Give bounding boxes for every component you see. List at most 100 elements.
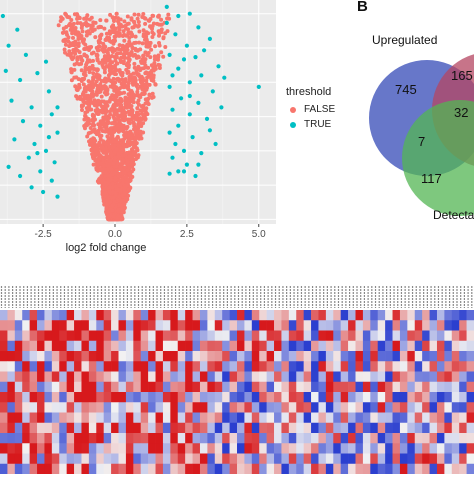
heatmap-cell — [362, 402, 371, 413]
heatmap-cell — [29, 392, 38, 403]
heatmap-cell — [51, 361, 60, 372]
heatmap-cell — [444, 340, 453, 352]
heatmap-cell — [340, 320, 349, 331]
heatmap-cell — [74, 443, 82, 454]
point-false — [144, 106, 149, 111]
point-false — [130, 34, 135, 39]
heatmap-cell — [185, 320, 193, 331]
heatmap-cell — [140, 453, 149, 465]
heatmap-cell — [466, 453, 474, 465]
heatmap-cell — [88, 381, 97, 393]
heatmap-cell — [185, 402, 193, 413]
point-false — [138, 68, 143, 73]
x-tick-label: 2.5 — [180, 229, 194, 240]
heatmap-cell — [96, 402, 104, 413]
heatmap-cell — [451, 453, 460, 465]
heatmap-cell — [340, 453, 349, 465]
point-false — [79, 68, 84, 73]
point-false — [68, 41, 73, 46]
point-true — [199, 73, 204, 78]
point-false — [126, 154, 131, 159]
point-false — [91, 50, 96, 55]
point-false — [94, 53, 99, 58]
point-false — [67, 15, 72, 20]
heatmap-cell — [399, 371, 408, 383]
point-false — [71, 21, 76, 26]
point-false — [113, 27, 117, 31]
heatmap-cell — [303, 463, 312, 475]
heatmap-cell — [22, 381, 30, 393]
heatmap-cell — [74, 381, 82, 393]
heatmap-cell — [362, 433, 371, 444]
heatmap-cell — [429, 433, 438, 444]
heatmap-cell — [133, 371, 142, 383]
heatmap-cell — [229, 433, 238, 444]
heatmap-cell — [185, 422, 193, 434]
heatmap-cells — [0, 310, 474, 475]
point-false — [117, 33, 122, 38]
point-false — [101, 99, 106, 104]
heatmap-cell — [7, 422, 16, 434]
heatmap-cell — [177, 412, 186, 424]
heatmap-cell — [29, 412, 38, 424]
heatmap-cell — [155, 320, 164, 331]
heatmap-cell — [118, 310, 127, 321]
heatmap-cell — [348, 392, 356, 403]
point-true — [6, 164, 11, 169]
heatmap-cell — [325, 463, 334, 475]
heatmap-cell — [207, 443, 216, 454]
point-false — [91, 20, 96, 25]
heatmap-cell — [296, 412, 304, 424]
heatmap-cell — [436, 392, 445, 403]
heatmap-cell — [399, 320, 408, 331]
heatmap-cell — [414, 330, 423, 342]
heatmap-cell — [429, 330, 438, 342]
heatmap-cell — [177, 320, 186, 331]
legend-label-true: TRUE — [304, 119, 332, 130]
heatmap-cell — [96, 361, 104, 372]
heatmap-cell — [111, 361, 119, 372]
heatmap-cell — [111, 443, 119, 454]
point-true — [181, 148, 187, 153]
point-false — [77, 35, 82, 40]
point-false — [110, 54, 114, 58]
point-false — [103, 85, 108, 90]
heatmap-cell — [340, 443, 349, 454]
heatmap-cell — [318, 453, 327, 465]
point-false — [103, 141, 107, 146]
point-false — [112, 19, 116, 23]
heatmap-cell — [414, 310, 423, 321]
heatmap-cell — [229, 330, 238, 342]
heatmap-cell — [96, 453, 104, 465]
heatmap-cell — [177, 402, 186, 413]
heatmap-cell — [259, 330, 267, 342]
point-false — [150, 35, 155, 39]
point-false — [116, 143, 120, 148]
heatmap-cell — [288, 310, 297, 321]
heatmap-cell — [125, 330, 134, 342]
point-false — [105, 51, 110, 55]
heatmap-cell — [274, 361, 282, 372]
heatmap-cell — [222, 412, 230, 424]
point-false — [125, 22, 130, 26]
heatmap-cell — [436, 422, 445, 434]
point-false — [143, 71, 148, 76]
heatmap-cell — [51, 351, 60, 362]
heatmap-cell — [459, 402, 467, 413]
heatmap-cell — [377, 351, 386, 362]
heatmap-cell — [66, 402, 75, 413]
point-false — [119, 198, 124, 203]
heatmap-cell — [325, 330, 334, 342]
heatmap-cell — [199, 412, 208, 424]
heatmap-cell — [422, 463, 430, 475]
heatmap-cell — [192, 453, 201, 465]
heatmap-cell — [348, 422, 356, 434]
heatmap-cell — [0, 320, 8, 331]
heatmap-cell — [29, 463, 38, 475]
heatmap-cell — [288, 320, 297, 331]
heatmap-cell — [414, 371, 423, 383]
heatmap-cell — [0, 412, 8, 424]
heatmap-cell — [459, 463, 467, 475]
heatmap-cell — [333, 381, 341, 393]
point-false — [117, 68, 122, 73]
